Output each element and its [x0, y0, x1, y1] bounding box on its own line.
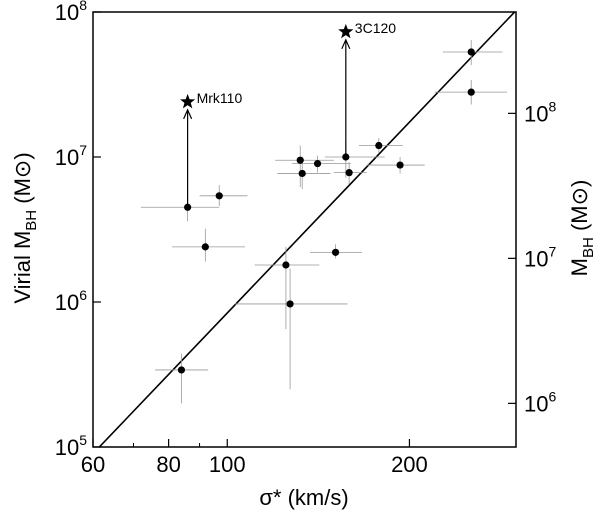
y-tick-label: 107 [55, 142, 87, 170]
y-tick-label: 106 [55, 287, 87, 315]
y2-tick-label: 108 [524, 98, 556, 126]
data-point [201, 243, 209, 251]
star-marker [180, 93, 196, 109]
data-point [177, 366, 186, 374]
y-axis-title: Virial MBH (M⊙) [10, 152, 40, 303]
data-point [298, 169, 306, 178]
y2-tick-label: 106 [524, 388, 556, 416]
star-label: Mrk110 [197, 90, 243, 106]
fit-line [98, 12, 516, 447]
data-point [331, 248, 340, 256]
star-label: 3C120 [355, 20, 396, 36]
data-point [345, 169, 353, 177]
x-tick-label: 100 [209, 452, 246, 477]
x-tick-label: 80 [156, 452, 180, 477]
y2-tick-label: 107 [524, 243, 556, 271]
star-marker [338, 23, 354, 39]
data-point [282, 261, 290, 269]
data-point [396, 161, 404, 169]
data-point [286, 300, 294, 308]
x-tick-label: 200 [391, 452, 428, 477]
plot-area [98, 12, 516, 447]
arrow-head [341, 38, 351, 50]
data-point [467, 88, 475, 96]
data-point [467, 48, 475, 56]
arrow-head [183, 108, 193, 120]
y-tick-label: 105 [55, 432, 87, 460]
data-point [313, 160, 322, 168]
data-point [375, 141, 383, 150]
y-tick-label: 108 [55, 0, 87, 25]
plot-frame [92, 11, 517, 448]
data-point [296, 156, 304, 164]
y2-axis-title: MBH (M⊙) [567, 180, 597, 277]
data-point [215, 192, 223, 200]
x-tick-label: 60 [81, 452, 105, 477]
x-axis-title: σ* (km/s) [259, 485, 348, 510]
